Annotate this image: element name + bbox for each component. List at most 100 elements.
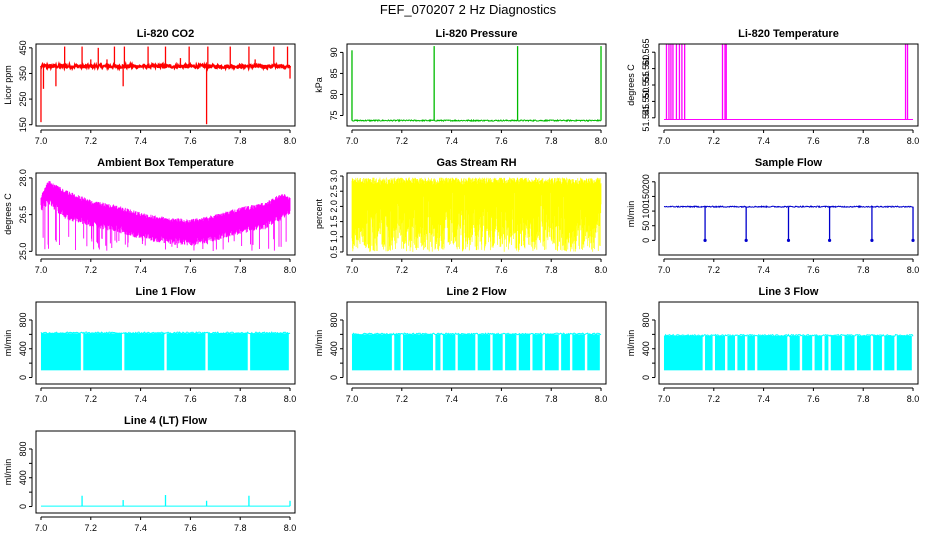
x-tick-label: 8.0 — [907, 394, 920, 404]
plot-frame — [658, 43, 919, 127]
x-tick-label: 7.4 — [134, 265, 147, 275]
y-tick-label: 26.5 — [18, 206, 28, 224]
chart-panel: Li-820 CO2 Licor ppm 7.0 7.2 7.4 7.6 7.8 8.0 150… — [3, 28, 296, 146]
box-temp-trace — [40, 181, 291, 251]
y-tick-label: 0 — [18, 504, 28, 509]
y-tick-label: 400 — [329, 341, 339, 356]
flow-top-edge — [40, 331, 291, 335]
y-tick-label: 2.5 — [329, 185, 339, 198]
flow-band — [207, 333, 248, 371]
x-tick-label: 7.2 — [396, 394, 409, 404]
chart-title: Line 1 Flow — [136, 286, 196, 298]
y-tick-label: 800 — [641, 312, 651, 327]
flow-band — [663, 335, 703, 371]
x-tick-label: 7.4 — [445, 136, 458, 146]
x-tick-label: 7.0 — [346, 394, 359, 404]
chart-title: Li-820 CO2 — [137, 28, 194, 40]
x-tick-label: 7.4 — [445, 394, 458, 404]
flow-band — [402, 334, 433, 371]
flow-band — [705, 335, 713, 371]
flow-band — [544, 334, 559, 371]
x-tick-label: 8.0 — [284, 136, 297, 146]
x-tick-label: 7.8 — [234, 394, 247, 404]
x-tick-label: 7.2 — [85, 394, 98, 404]
x-tick-label: 7.8 — [234, 136, 247, 146]
y-tick-label: 2.0 — [329, 200, 339, 213]
spike-point — [870, 238, 874, 242]
x-tick-label: 8.0 — [284, 265, 297, 275]
x-tick-label: 7.8 — [857, 265, 870, 275]
y-tick-label: 0 — [641, 375, 651, 380]
y-tick-label: 1.0 — [329, 231, 339, 244]
flow-band — [727, 335, 735, 371]
y-axis-label: degrees C — [626, 64, 636, 106]
y-axis-label: ml/min — [626, 201, 636, 228]
spike-point — [744, 238, 748, 242]
x-tick-label: 7.8 — [857, 136, 870, 146]
flow-band — [435, 334, 441, 371]
y-axis: 0 400 800 — [329, 312, 344, 380]
x-tick-label: 8.0 — [595, 394, 608, 404]
flow-band — [351, 334, 392, 371]
x-axis: 7.0 7.2 7.4 7.6 7.8 8.0 — [35, 387, 296, 404]
x-axis: 7.0 7.2 7.4 7.6 7.8 8.0 — [658, 387, 920, 404]
y-tick-label: 0 — [641, 238, 651, 243]
flow-band — [896, 335, 912, 371]
y-tick-label: 150 — [18, 117, 28, 132]
x-tick-label: 7.6 — [807, 265, 820, 275]
flow-band — [40, 333, 81, 371]
y-axis-label: percent — [314, 198, 324, 229]
data-series — [40, 331, 291, 371]
chart-title: Li-820 Pressure — [436, 28, 518, 40]
x-tick-label: 7.0 — [346, 136, 359, 146]
y-axis-label: ml/min — [3, 330, 13, 357]
x-tick-label: 7.6 — [184, 523, 197, 533]
x-tick-label: 7.2 — [396, 265, 409, 275]
page-title: FEF_070207 2 Hz Diagnostics — [379, 2, 557, 17]
flow-band — [830, 335, 843, 371]
x-tick-label: 7.0 — [658, 136, 671, 146]
flow-band — [587, 334, 600, 371]
y-axis-label: Licor ppm — [3, 65, 13, 105]
x-tick-label: 7.0 — [658, 394, 671, 404]
flow-band — [737, 335, 745, 371]
x-axis: 7.0 7.2 7.4 7.6 7.8 8.0 — [35, 258, 297, 275]
y-axis-label: ml/min — [3, 459, 13, 486]
x-tick-label: 7.6 — [184, 136, 197, 146]
y-tick-label: 28.0 — [18, 169, 28, 187]
data-series — [351, 332, 602, 371]
y-tick-label: 800 — [18, 441, 28, 456]
x-tick-label: 7.0 — [658, 265, 671, 275]
y-tick-label: 85 — [329, 68, 339, 78]
flow-band — [394, 334, 401, 371]
y-tick-label: 25.0 — [18, 243, 28, 261]
y-axis-label: ml/min — [626, 330, 636, 357]
chart-title: Line 3 Flow — [759, 286, 819, 298]
x-tick-label: 7.0 — [35, 523, 48, 533]
x-tick-label: 7.2 — [708, 394, 721, 404]
y-axis: 0 400 800 — [641, 312, 656, 380]
flow-band — [824, 335, 829, 371]
x-tick-label: 7.6 — [495, 394, 508, 404]
plot-frame — [346, 172, 607, 256]
x-tick-label: 7.8 — [545, 136, 558, 146]
x-tick-label: 8.0 — [907, 265, 920, 275]
x-tick-label: 7.8 — [234, 523, 247, 533]
y-tick-label: 100 — [641, 204, 651, 219]
y-tick-label: 400 — [641, 341, 651, 356]
chart-panel: Line 1 Flow ml/min 7.0 7.2 7.4 7.6 7.8 8.0 0 400 8… — [3, 286, 296, 404]
y-tick-label: 150 — [641, 189, 651, 204]
x-tick-label: 7.0 — [35, 394, 48, 404]
x-tick-label: 7.0 — [35, 136, 48, 146]
plot-frame — [658, 172, 919, 256]
flow-band — [505, 334, 517, 371]
y-axis: 75 80 85 90 — [329, 47, 344, 120]
y-tick-label: 51.560 — [641, 55, 651, 83]
y-tick-label: 450 — [18, 40, 28, 55]
y-axis: 150 250 350 450 — [18, 40, 33, 132]
chart-panel: Line 3 Flow ml/min 7.0 7.2 7.4 7.6 7.8 8.0 0 400 8… — [626, 286, 919, 404]
plot-frame — [346, 301, 607, 385]
x-tick-label: 7.4 — [757, 136, 770, 146]
flow-top-edge — [663, 333, 914, 338]
chart-title: Gas Stream RH — [436, 157, 516, 169]
